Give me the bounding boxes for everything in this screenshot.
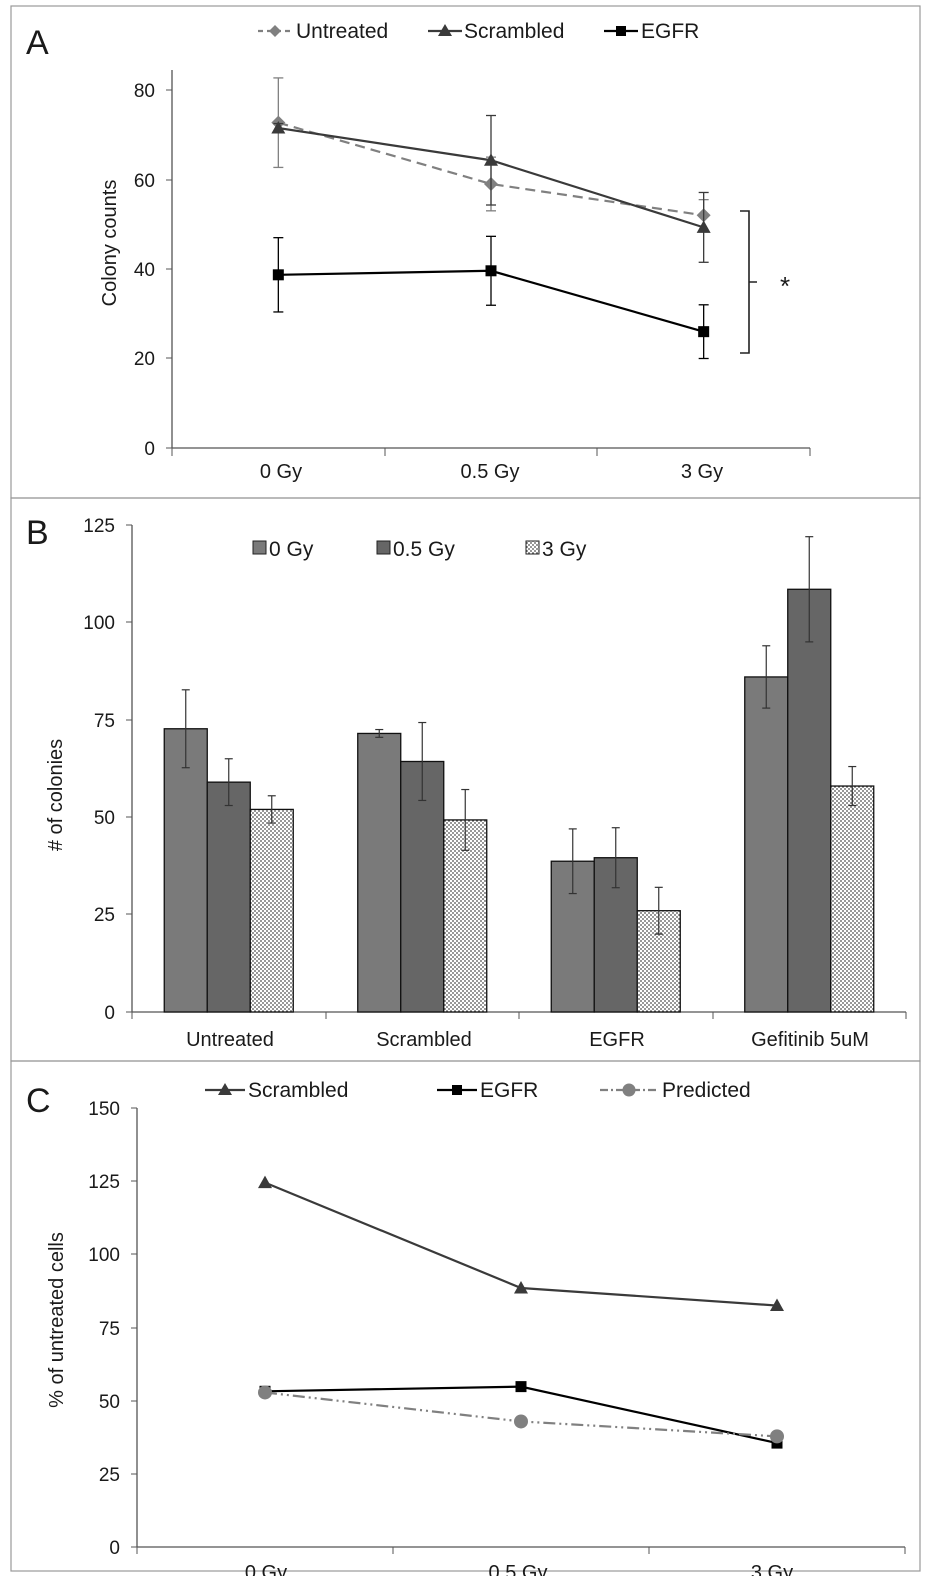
legend-label-scrambled: Scrambled [248, 1079, 348, 1102]
significance-bracket: * [740, 210, 790, 354]
legend-swatch-0gy [252, 540, 267, 555]
y-tick-label: 40 [134, 260, 155, 281]
legend-label-0gy: 0 Gy [269, 538, 314, 561]
bar-0-5-gy [206, 781, 251, 1013]
legend-label-egfr: EGFR [641, 20, 699, 43]
x-tick-label: Scrambled [376, 1029, 472, 1051]
legend-label-egfr: EGFR [480, 1079, 538, 1102]
panel-a-frame [10, 5, 921, 499]
x-tick-label: 0 Gy [245, 1562, 287, 1576]
y-tick-label: 50 [99, 1392, 120, 1413]
series-line-predicted [264, 1391, 778, 1438]
panel-c-label: C [26, 1082, 51, 1120]
legend-swatch-3gy [525, 540, 540, 555]
significance-asterisk: * [780, 271, 790, 301]
data-point-scrambled [696, 220, 711, 233]
y-tick-label: 80 [134, 81, 155, 102]
data-point-scrambled [514, 1280, 528, 1294]
y-tick-label: 125 [88, 1172, 120, 1193]
panel-a-legend: Untreated Scrambled EGFR [258, 20, 699, 43]
x-tick-label: EGFR [589, 1029, 645, 1051]
y-tick-label: 125 [83, 516, 115, 537]
bar-0-5-gy [400, 760, 445, 1013]
data-point-scrambled [258, 1175, 272, 1189]
y-tick-label: 100 [88, 1245, 120, 1266]
panel-a-plot [271, 77, 711, 360]
y-tick-label: 25 [94, 905, 115, 926]
bar-0-gy [744, 676, 789, 1013]
legend-marker-egfr [452, 1085, 462, 1095]
legend-marker-predicted [622, 1083, 636, 1097]
panel-a-axes: 0 20 40 60 80 0 Gy 0.5 Gy 3 Gy Colony co… [99, 70, 811, 483]
legend-label-3gy: 3 Gy [542, 538, 587, 561]
legend-swatch-05gy [376, 540, 391, 555]
data-point-egfr [515, 1381, 527, 1393]
y-tick-label: 25 [99, 1465, 120, 1486]
x-tick-label: 3 Gy [751, 1562, 793, 1576]
x-tick-label: Untreated [186, 1029, 274, 1051]
data-point-egfr [272, 269, 284, 281]
bar-0-gy [357, 732, 402, 1013]
y-tick-label: 0 [104, 1003, 115, 1024]
legend-marker-egfr [616, 26, 626, 36]
data-point-scrambled [770, 1298, 784, 1312]
bracket [740, 210, 757, 354]
panel-c-legend: Scrambled EGFR Predicted [205, 1079, 751, 1102]
bar-3-gy [249, 808, 294, 1013]
panel-c-plot [258, 1175, 784, 1449]
legend-label-untreated: Untreated [296, 20, 388, 43]
y-tick-label: 100 [83, 613, 115, 634]
y-axis-title: % of untreated cells [46, 1232, 68, 1408]
y-tick-label: 75 [94, 711, 115, 732]
x-tick-label: 3 Gy [681, 461, 723, 483]
y-tick-label: 0 [109, 1538, 120, 1559]
y-tick-label: 150 [88, 1099, 120, 1120]
legend-label-predicted: Predicted [662, 1079, 751, 1102]
x-tick-label: 0.5 Gy [489, 1562, 548, 1576]
bar-3-gy [830, 785, 875, 1013]
panel-a-label: A [26, 24, 49, 62]
legend-marker-scrambled [438, 24, 452, 36]
legend-label-05gy: 0.5 Gy [393, 538, 455, 561]
y-tick-label: 50 [94, 808, 115, 829]
legend-label-scrambled: Scrambled [464, 20, 564, 43]
bar-0-gy [163, 728, 208, 1013]
y-axis-title: Colony counts [99, 180, 121, 307]
bar-0-5-gy [787, 588, 832, 1013]
y-tick-label: 0 [144, 439, 155, 460]
data-point-egfr [485, 265, 497, 277]
y-tick-label: 60 [134, 171, 155, 192]
y-axis-title: # of colonies [45, 739, 67, 851]
legend-marker-scrambled [218, 1083, 232, 1095]
bar-3-gy [443, 819, 488, 1013]
x-tick-label: 0.5 Gy [461, 461, 520, 483]
legend-marker-untreated [269, 25, 281, 37]
x-tick-label: 0 Gy [260, 461, 302, 483]
data-point-egfr [698, 326, 710, 338]
data-point-predicted [258, 1385, 272, 1400]
data-point-scrambled [271, 121, 286, 134]
data-point-scrambled [484, 153, 498, 166]
panel-b-label: B [26, 514, 49, 552]
data-point-predicted [514, 1414, 528, 1429]
series-line-untreated [278, 121, 704, 217]
panel-c-axes: 0 25 50 75 100 125 150 0 Gy 0.5 Gy 3 Gy … [46, 1099, 906, 1576]
y-tick-label: 20 [134, 349, 155, 370]
y-tick-label: 75 [99, 1319, 120, 1340]
data-point-predicted [770, 1429, 784, 1444]
panel-c-frame [10, 1060, 921, 1572]
panel-b-legend: 0 Gy 0.5 Gy 3 Gy [252, 538, 587, 561]
panel-b-axes: 0 25 50 75 100 125 Untreated Scrambled E… [45, 516, 907, 1051]
x-tick-label: Gefitinib 5uM [751, 1029, 869, 1051]
panel-b-plot [163, 536, 875, 1013]
